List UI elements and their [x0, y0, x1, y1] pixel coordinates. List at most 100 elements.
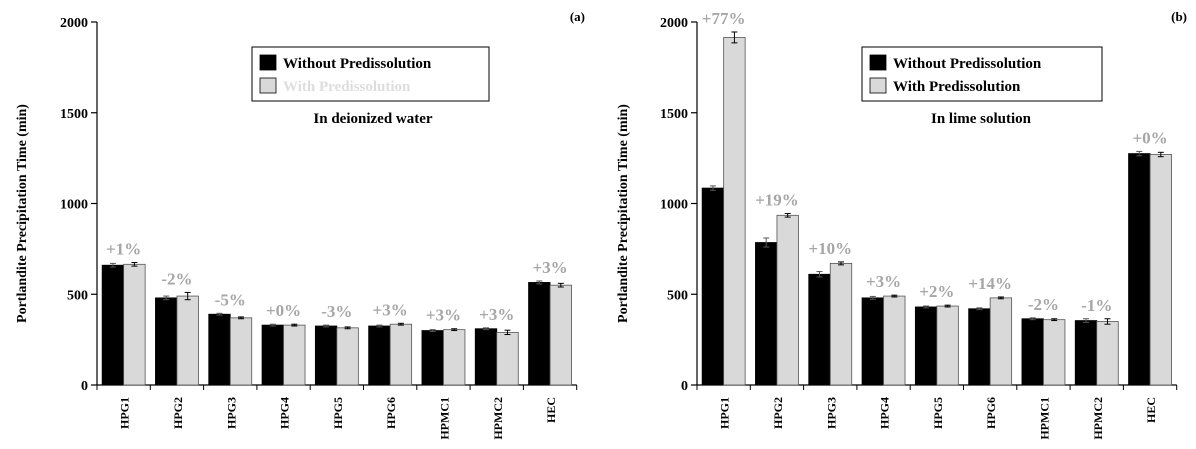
bar-without-hpg5 [914, 306, 938, 386]
x-tick-label: HPG3 [224, 397, 238, 429]
bar-without-hpmc1 [421, 330, 444, 386]
y-tick-label: 500 [667, 288, 688, 303]
x-tick-label: HPG6 [984, 397, 998, 429]
bar-without-hpg1 [701, 187, 725, 386]
legend-label: With Predissolution [283, 79, 411, 95]
percent-annotation: +14% [968, 274, 1012, 293]
legend-label: Without Predissolution [893, 56, 1042, 72]
x-tick-label: HPMC2 [1091, 397, 1105, 440]
x-tick-label: HPG2 [771, 397, 785, 429]
x-tick-label: HPG1 [118, 397, 132, 429]
bar-with-hpg1 [723, 37, 746, 386]
x-tick-label: HPG3 [824, 397, 838, 429]
bar-without-hec [528, 282, 551, 386]
x-tick-label: HPG6 [384, 397, 398, 429]
bar-without-hpg1 [101, 264, 125, 386]
y-tick-label: 1500 [660, 107, 688, 122]
panel-label: (b) [1171, 9, 1187, 24]
bar-with-hpmc1 [443, 329, 466, 386]
bar-without-hpg2 [755, 242, 778, 386]
y-tick-label: 2000 [660, 16, 688, 31]
legend-label: With Predissolution [893, 79, 1021, 95]
bar-with-hpg4 [283, 324, 306, 386]
bar-without-hpg3 [208, 313, 231, 386]
bar-with-hpg2 [776, 214, 799, 386]
x-tick-label: HPG2 [171, 397, 185, 429]
percent-annotation: +3% [426, 306, 461, 325]
y-axis-label: Portlandite Precipitation Time (min) [616, 104, 631, 323]
legend-title: In lime solution [931, 111, 1032, 127]
percent-annotation: +3% [373, 300, 408, 319]
bar-with-hpg5 [336, 327, 359, 386]
legend: Without Predissolution With Predissolutio… [251, 46, 490, 102]
legend-swatch-with [259, 77, 277, 94]
percent-annotation: +3% [532, 258, 567, 277]
y-tick-label: 1000 [660, 198, 688, 213]
bar-without-hpg3 [808, 273, 831, 386]
legend-swatch-without [869, 54, 887, 71]
y-tick-label: 500 [67, 288, 88, 303]
legend: Without Predissolution With Predissolutio… [861, 46, 1103, 102]
percent-annotation: -1% [1081, 296, 1112, 315]
bar-without-hpg4 [261, 324, 284, 386]
y-axis-label: Portlandite Precipitation Time (min) [15, 104, 30, 323]
bar-with-hec [549, 284, 572, 386]
bar-without-hpg5 [314, 325, 338, 386]
panel-label: (a) [570, 9, 585, 24]
x-tick-label: HPG5 [931, 397, 945, 429]
percent-annotation: +3% [866, 272, 901, 291]
percent-annotation: -3% [321, 302, 352, 321]
bar-without-hpg2 [155, 297, 178, 386]
bar-without-hpmc2 [1074, 320, 1098, 386]
percent-annotation: +10% [808, 239, 852, 258]
x-tick-label: HEC [1144, 397, 1158, 423]
x-tick-label: HPMC1 [1037, 397, 1051, 440]
x-tick-label: HPMC1 [437, 397, 451, 440]
y-tick-label: 0 [81, 379, 88, 394]
y-tick-label: 1000 [60, 198, 88, 213]
bar-without-hpmc1 [1021, 318, 1044, 386]
legend-title: In deionized water [313, 111, 433, 127]
percent-annotation: +1% [106, 239, 141, 258]
percent-annotation: +2% [919, 282, 954, 301]
bar-with-hpg2 [176, 295, 199, 386]
bar-without-hpg4 [861, 297, 884, 386]
bar-with-hec [1149, 154, 1172, 386]
percent-annotation: +0% [1132, 128, 1167, 147]
bar-without-hpg6 [968, 308, 991, 386]
x-tick-label: HPG4 [878, 397, 892, 429]
x-tick-label: HEC [544, 397, 558, 423]
x-tick-label: HPG5 [331, 397, 345, 429]
legend-label: Without Predissolution [283, 56, 432, 72]
bar-with-hpg6 [389, 323, 413, 386]
bar-without-hpmc2 [474, 328, 498, 386]
bar-with-hpmc2 [496, 331, 519, 386]
legend-box [251, 46, 490, 102]
legend-box [861, 46, 1103, 102]
legend-swatch-without [259, 54, 277, 71]
percent-annotation: +3% [479, 305, 514, 324]
percent-annotation: +77% [702, 9, 746, 28]
percent-annotation: -2% [161, 269, 192, 288]
y-tick-label: 1500 [60, 107, 88, 122]
legend-swatch-with [869, 77, 887, 94]
y-tick-label: 2000 [60, 16, 88, 31]
bar-with-hpg4 [883, 295, 906, 386]
x-tick-label: HPMC2 [491, 397, 505, 440]
bar-with-hpg6 [989, 297, 1013, 386]
percent-annotation: -2% [1028, 295, 1059, 314]
percent-annotation: +0% [266, 301, 301, 320]
bar-with-hpg3 [229, 317, 253, 386]
percent-annotation: +19% [755, 190, 799, 209]
x-tick-label: HPG1 [718, 397, 732, 429]
bar-with-hpg3 [829, 262, 853, 386]
y-tick-label: 0 [681, 379, 688, 394]
percent-annotation: -5% [215, 290, 246, 309]
bar-with-hpmc1 [1043, 319, 1066, 386]
bar-without-hec [1128, 153, 1151, 386]
x-tick-label: HPG4 [278, 397, 292, 429]
bar-with-hpmc2 [1096, 321, 1119, 386]
chart-panel-a: 0 500 1000 1500 2000 Portlandite Precipitatio… [15, 9, 585, 440]
